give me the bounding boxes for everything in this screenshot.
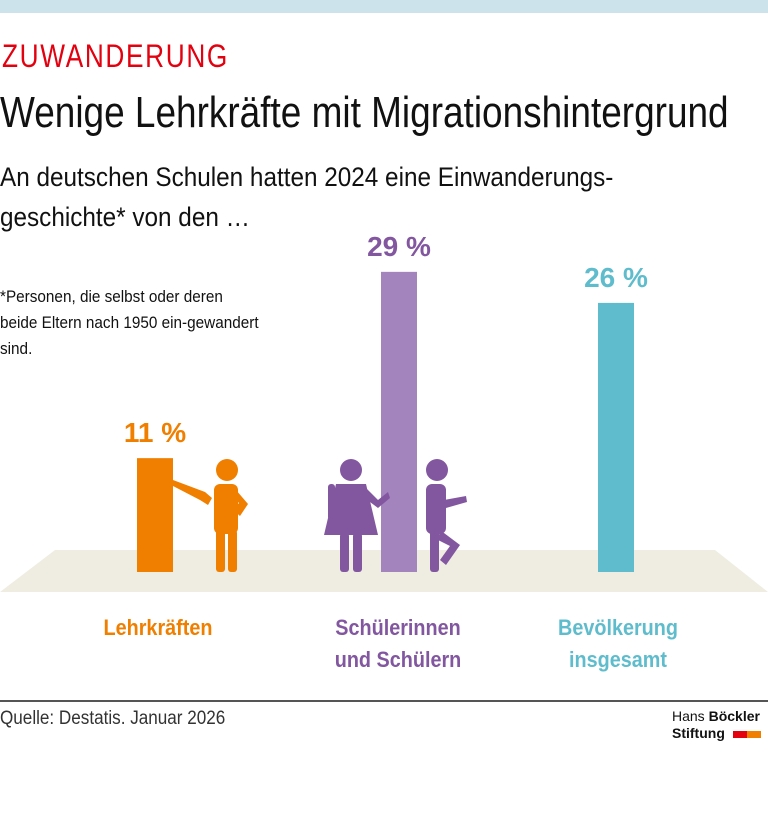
category-label-1: Schülerinnen und Schülern xyxy=(326,612,470,676)
data-label-1: 29 % xyxy=(367,231,431,262)
divider xyxy=(0,700,768,702)
top-bar xyxy=(0,0,768,13)
bar-0 xyxy=(137,458,173,572)
kicker: ZUWANDERUNG xyxy=(2,38,229,74)
subtitle: An deutschen Schulen hatten 2024 eine Ei… xyxy=(0,162,614,232)
category-label-2: Bevölkerung insgesamt xyxy=(558,615,678,672)
logo-text-a: Hans xyxy=(672,708,709,724)
bar-1 xyxy=(381,271,417,572)
student-woman-icon xyxy=(324,459,390,572)
teacher-figure-icon xyxy=(173,459,248,572)
bar-chart: 11 % 29 % 26 % xyxy=(0,231,768,592)
category-label-1-text: Schülerinnen und Schülern xyxy=(334,615,462,672)
data-label-2: 26 % xyxy=(584,262,648,293)
source: Quelle: Destatis. Januar 2026 xyxy=(0,708,226,729)
bar-2 xyxy=(598,302,634,572)
logo-orange-bar xyxy=(746,730,761,738)
data-label-0: 11 % xyxy=(124,417,186,448)
logo-text-c: Stiftung xyxy=(672,725,725,741)
category-label-0: Lehrkräften xyxy=(103,615,213,640)
logo: Hans Böckler Stiftung xyxy=(672,708,761,742)
footnote: *Personen, die selbst oder deren beide E… xyxy=(0,287,259,358)
student-man-icon xyxy=(426,459,467,572)
logo-text-b: Böckler xyxy=(708,708,760,724)
logo-red-bar xyxy=(732,730,747,738)
page-title: Wenige Lehrkräfte mit Migrationshintergr… xyxy=(0,88,729,137)
